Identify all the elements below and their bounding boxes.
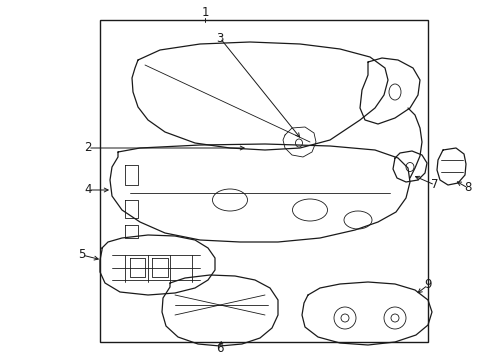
Text: 3: 3 — [216, 31, 223, 45]
Text: 7: 7 — [430, 179, 438, 192]
Text: 6: 6 — [216, 342, 224, 355]
Text: 5: 5 — [78, 248, 85, 261]
Bar — [100, 20, 427, 342]
Text: 9: 9 — [424, 279, 431, 292]
Text: 1: 1 — [201, 5, 208, 18]
Text: 2: 2 — [84, 141, 92, 154]
Text: 4: 4 — [84, 184, 92, 197]
Text: 8: 8 — [464, 181, 471, 194]
